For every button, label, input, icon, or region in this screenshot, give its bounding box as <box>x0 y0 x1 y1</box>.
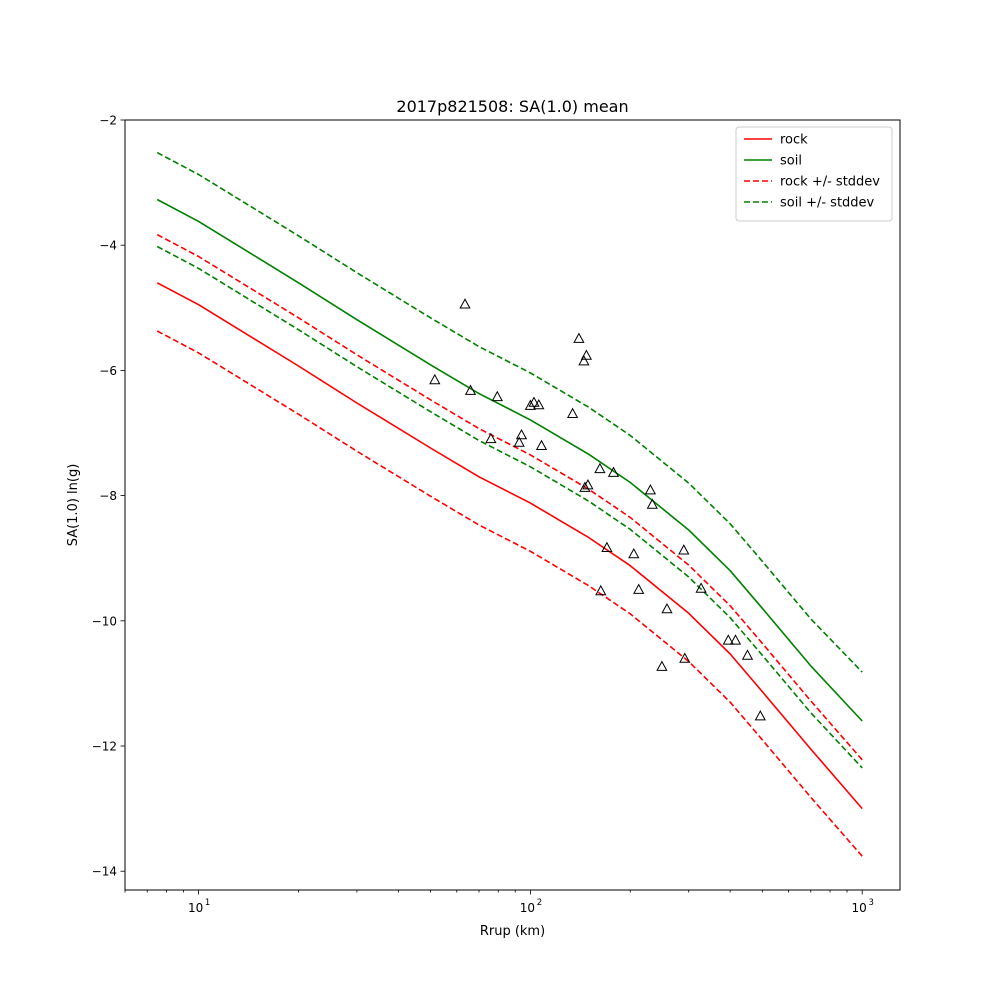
scatter-point-13 <box>578 355 590 366</box>
legend-label-2: rock +/- stddev <box>780 175 880 190</box>
scatter-point-0 <box>459 298 471 309</box>
series-line-3 <box>156 330 863 857</box>
scatter-point-10 <box>535 439 548 450</box>
x-tick-exponent-1: 2 <box>537 898 542 908</box>
scatter-point-20 <box>595 584 607 596</box>
x-tick-label-1: 10 <box>520 901 535 915</box>
scatter-point-29 <box>695 582 707 593</box>
scatter-point-2 <box>464 384 477 395</box>
scatter-point-12 <box>573 332 585 343</box>
scatter-point-5 <box>513 436 525 447</box>
legend-box <box>735 126 893 222</box>
y-axis-label: SA(1.0) ln(g) <box>66 464 81 547</box>
series-line-1 <box>156 198 863 722</box>
plot-frame <box>124 119 901 891</box>
scatter-point-33 <box>754 710 766 721</box>
series-line-0 <box>156 282 863 810</box>
scatter-point-27 <box>678 544 690 555</box>
scatter-point-15 <box>579 481 591 492</box>
scatter-point-22 <box>633 583 645 594</box>
x-tick-label-0: 10 <box>188 901 203 915</box>
chart-title: 2017p821508: SA(1.0) mean <box>396 97 628 116</box>
series-lines <box>156 151 863 857</box>
scatter-point-24 <box>646 498 658 509</box>
legend-label-3: soil +/- stddev <box>780 196 875 211</box>
scatter-point-16 <box>582 479 594 490</box>
scatter-point-31 <box>729 634 742 645</box>
scatter-point-7 <box>524 399 537 410</box>
scatter-point-25 <box>656 660 668 671</box>
scatter-point-14 <box>580 349 593 360</box>
y-tick-label-6: −14 <box>92 865 117 879</box>
y-tick-label-5: −12 <box>92 740 117 754</box>
scatter-point-9 <box>533 398 545 410</box>
y-axis: −2 −4 −6 −8 −10 −12 −14 <box>92 114 125 879</box>
y-tick-label-4: −10 <box>92 614 117 628</box>
scatter-point-21 <box>628 547 640 559</box>
scatter-point-1 <box>429 373 441 385</box>
legend-label-1: soil <box>780 154 802 169</box>
series-line-2 <box>156 233 863 761</box>
series-line-5 <box>156 245 863 769</box>
scatter-point-11 <box>566 407 579 418</box>
x-axis: 10 1 10 2 10 3 <box>124 890 874 915</box>
y-tick-label-0: −2 <box>99 114 117 128</box>
scatter-point-28 <box>679 652 691 663</box>
scatter-point-6 <box>515 428 528 440</box>
scatter-point-4 <box>485 432 497 444</box>
legend: rock soil rock +/- stddev soil +/- stddev <box>735 126 893 222</box>
scatter-point-17 <box>594 462 606 474</box>
x-tick-exponent-2: 3 <box>868 898 873 908</box>
scatter-point-8 <box>528 396 540 407</box>
y-tick-label-2: −6 <box>99 364 117 378</box>
scatter-point-30 <box>722 634 734 645</box>
x-tick-exponent-0: 1 <box>205 898 210 908</box>
series-line-4 <box>156 151 863 673</box>
scatter-point-32 <box>741 649 754 660</box>
y-tick-label-1: −4 <box>99 239 117 253</box>
x-tick-label-2: 10 <box>852 901 867 915</box>
scatter-points <box>429 298 766 721</box>
scatter-point-3 <box>491 390 503 402</box>
scatter-point-18 <box>607 466 620 477</box>
scatter-point-23 <box>644 484 657 495</box>
x-axis-label: Rrup (km) <box>480 924 545 939</box>
scatter-point-19 <box>601 541 613 552</box>
legend-label-0: rock <box>780 133 808 148</box>
y-tick-label-3: −8 <box>99 489 117 503</box>
scatter-point-26 <box>661 602 673 614</box>
